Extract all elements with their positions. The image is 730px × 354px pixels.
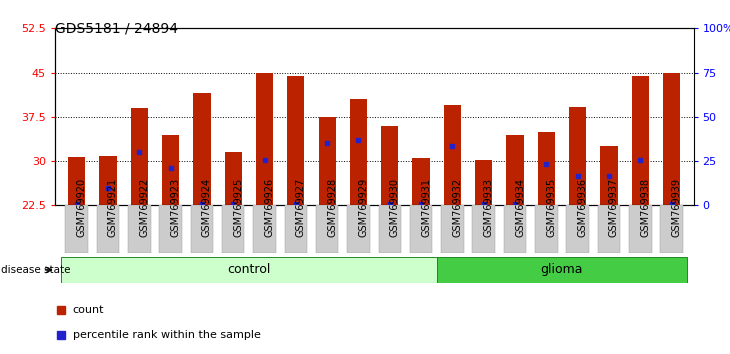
- Bar: [61, 257, 437, 283]
- Bar: [381, 126, 399, 205]
- Bar: [162, 135, 179, 205]
- Bar: [475, 160, 492, 205]
- Bar: [66, 205, 88, 253]
- Bar: [569, 107, 586, 205]
- Text: control: control: [227, 263, 271, 276]
- Bar: [256, 73, 273, 205]
- Text: count: count: [72, 305, 104, 315]
- Bar: [225, 152, 242, 205]
- Bar: [318, 117, 336, 205]
- Bar: [253, 205, 276, 253]
- Text: disease state: disease state: [1, 265, 70, 275]
- Bar: [350, 99, 367, 205]
- Text: glioma: glioma: [541, 263, 583, 276]
- Bar: [661, 205, 683, 253]
- Bar: [535, 205, 558, 253]
- Text: GSM769928: GSM769928: [327, 178, 337, 237]
- Text: GSM769939: GSM769939: [672, 178, 682, 237]
- Bar: [538, 132, 555, 205]
- Bar: [663, 73, 680, 205]
- Bar: [598, 205, 620, 253]
- Bar: [159, 205, 182, 253]
- Bar: [379, 205, 401, 253]
- Bar: [347, 205, 369, 253]
- Bar: [131, 108, 148, 205]
- Bar: [99, 156, 117, 205]
- Bar: [287, 75, 304, 205]
- Text: GSM769933: GSM769933: [484, 178, 493, 237]
- Bar: [410, 205, 432, 253]
- Text: GSM769938: GSM769938: [640, 178, 650, 237]
- Bar: [193, 93, 210, 205]
- Bar: [222, 205, 245, 253]
- Bar: [566, 205, 589, 253]
- Text: GSM769931: GSM769931: [421, 178, 431, 237]
- Bar: [412, 158, 430, 205]
- Text: GSM769923: GSM769923: [171, 178, 180, 237]
- Bar: [285, 205, 307, 253]
- Bar: [600, 146, 618, 205]
- Bar: [191, 205, 213, 253]
- Bar: [504, 205, 526, 253]
- Text: GSM769936: GSM769936: [577, 178, 588, 237]
- Text: GDS5181 / 24894: GDS5181 / 24894: [55, 21, 177, 35]
- Bar: [316, 205, 339, 253]
- Text: percentile rank within the sample: percentile rank within the sample: [72, 330, 261, 339]
- Text: GSM769925: GSM769925: [233, 178, 243, 237]
- Bar: [629, 205, 652, 253]
- Bar: [96, 205, 119, 253]
- Text: GSM769922: GSM769922: [139, 178, 150, 237]
- Bar: [507, 135, 523, 205]
- Text: GSM769932: GSM769932: [453, 178, 462, 237]
- Text: GSM769927: GSM769927: [296, 178, 306, 237]
- Bar: [444, 105, 461, 205]
- Text: GSM769921: GSM769921: [108, 178, 118, 237]
- Text: GSM769930: GSM769930: [390, 178, 400, 237]
- Text: GSM769924: GSM769924: [202, 178, 212, 237]
- Bar: [441, 205, 464, 253]
- Bar: [631, 75, 649, 205]
- Bar: [472, 205, 495, 253]
- Text: GSM769929: GSM769929: [358, 178, 369, 237]
- Text: GSM769935: GSM769935: [546, 178, 556, 237]
- Text: GSM769920: GSM769920: [77, 178, 87, 237]
- Bar: [437, 257, 687, 283]
- Bar: [68, 157, 85, 205]
- Bar: [128, 205, 150, 253]
- Text: GSM769937: GSM769937: [609, 178, 619, 237]
- Text: GSM769926: GSM769926: [264, 178, 274, 237]
- Text: GSM769934: GSM769934: [515, 178, 525, 237]
